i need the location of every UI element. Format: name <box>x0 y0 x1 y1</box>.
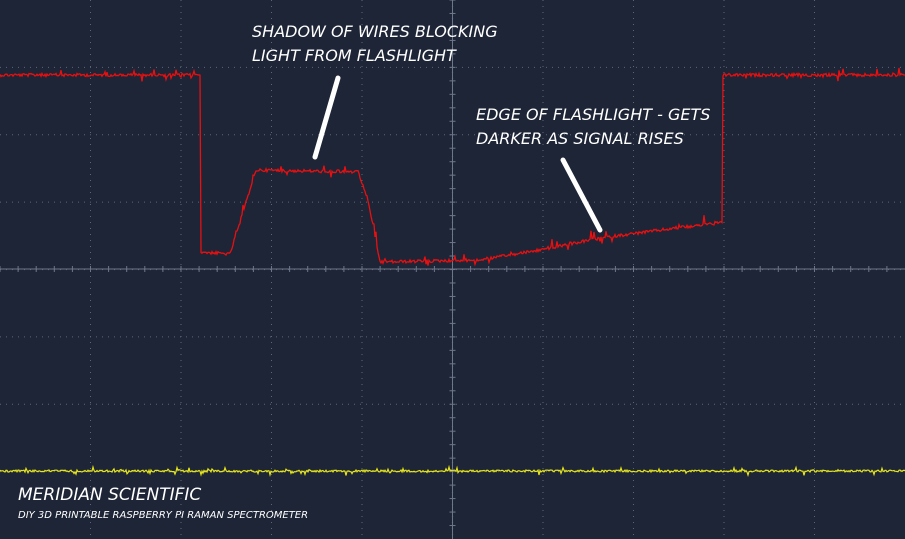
annotation-line: LIGHT FROM FLASHLIGHT <box>252 46 457 65</box>
annotation-line: DARKER AS SIGNAL RISES <box>476 129 684 148</box>
channel-1-trace <box>0 67 905 267</box>
annotation-line: EDGE OF FLASHLIGHT - GETS <box>476 105 710 124</box>
channel-2-trace <box>0 464 905 478</box>
pointer-arrow <box>560 157 603 233</box>
annotation-line: SHADOW OF WIRES BLOCKING <box>252 22 498 41</box>
pointer-arrow <box>312 75 341 160</box>
brand-subtitle: DIY 3D PRINTABLE RASPBERRY PI RAMAN SPEC… <box>18 510 308 521</box>
brand-title: MERIDIAN SCIENTIFIC <box>18 485 201 505</box>
